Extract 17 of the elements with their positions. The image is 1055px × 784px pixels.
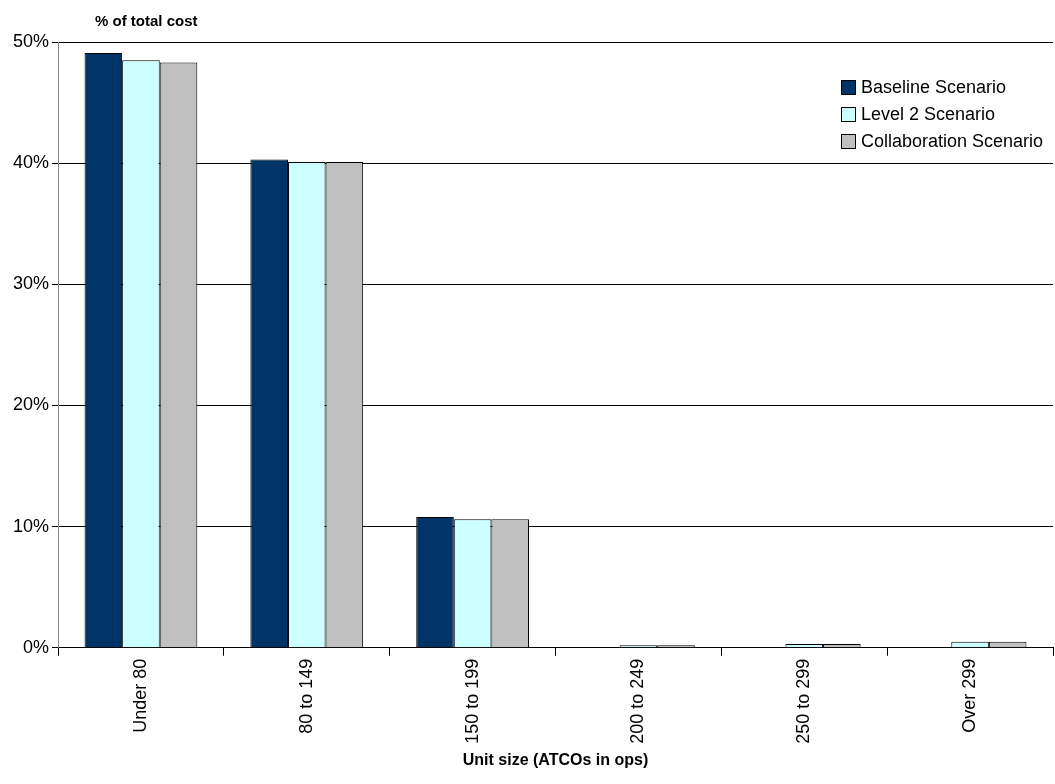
y-tick-label: 30% bbox=[13, 273, 50, 294]
x-tick-label: Over 299 bbox=[959, 658, 980, 733]
x-tick-label: Under 80 bbox=[129, 658, 150, 733]
legend-label: Baseline Scenario bbox=[860, 77, 1006, 98]
y-tick-label: 0% bbox=[23, 636, 50, 657]
x-tick-label: 150 to 199 bbox=[461, 658, 482, 744]
y-tick-label: 10% bbox=[13, 515, 50, 536]
y-tick-label: 50% bbox=[13, 30, 50, 51]
y-tick-label: 40% bbox=[13, 152, 50, 173]
x-tick-label: 250 to 299 bbox=[793, 658, 814, 744]
y-tick-label: 20% bbox=[13, 394, 50, 415]
x-tick-label: 200 to 249 bbox=[627, 658, 648, 744]
legend-label: Level 2 Scenario bbox=[860, 104, 995, 125]
legend-label: Collaboration Scenario bbox=[860, 131, 1043, 152]
x-axis-title: Unit size (ATCOs in ops) bbox=[462, 750, 649, 768]
x-tick-label: 80 to 149 bbox=[295, 658, 316, 734]
y-axis-title: % of total cost bbox=[95, 12, 198, 29]
